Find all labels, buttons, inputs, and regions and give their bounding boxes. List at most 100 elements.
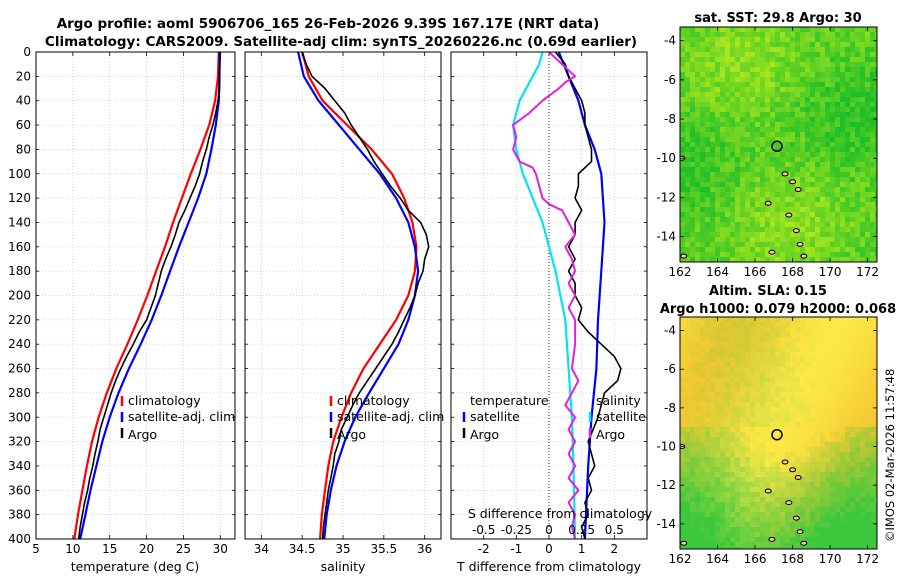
sst-cell — [730, 27, 736, 33]
sla-cell — [720, 337, 726, 343]
sst-cell — [840, 97, 846, 103]
sla-cell — [760, 492, 766, 498]
sla-cell — [825, 397, 831, 403]
sst-cell — [735, 127, 741, 133]
sst-cell — [745, 202, 751, 208]
sla-cell — [820, 322, 826, 328]
sla-cell — [725, 322, 731, 328]
sst-cell — [710, 232, 716, 238]
sla-cell — [750, 497, 756, 503]
sst-cell — [770, 167, 776, 173]
sst-cell — [710, 242, 716, 248]
sla-cell — [705, 432, 711, 438]
sla-cell — [690, 487, 696, 493]
sla-cell — [835, 512, 841, 518]
sst-cell — [875, 57, 877, 63]
sla-cell — [805, 397, 811, 403]
sst-cell — [690, 42, 696, 48]
sla-cell — [710, 362, 716, 368]
sst-cell — [750, 77, 756, 83]
sla-cell — [745, 432, 751, 438]
sst-cell — [875, 217, 877, 223]
sla-cell — [685, 347, 691, 353]
sla-cell — [710, 487, 716, 493]
sst-cell — [770, 57, 776, 63]
sst-cell — [710, 237, 716, 243]
sst-cell — [815, 47, 821, 53]
sst-cell — [750, 62, 756, 68]
sla-cell — [815, 372, 821, 378]
sst-cell — [770, 62, 776, 68]
sla-cell — [700, 337, 706, 343]
sst-cell — [830, 252, 836, 258]
sst-cell — [825, 32, 831, 38]
sla-cell — [835, 362, 841, 368]
sst-cell — [825, 82, 831, 88]
sst-cell — [680, 142, 686, 148]
sst-cell — [690, 97, 696, 103]
sla-cell — [680, 527, 686, 533]
sla-cell — [700, 387, 706, 393]
sst-cell — [865, 157, 871, 163]
sst-cell — [835, 92, 841, 98]
sla-cell — [730, 402, 736, 408]
sst-cell — [800, 187, 806, 193]
sst-cell — [800, 182, 806, 188]
sst-cell — [775, 32, 781, 38]
sst-cell — [735, 62, 741, 68]
island-outline — [796, 529, 804, 535]
sla-cell — [685, 492, 691, 498]
sla-cell — [725, 457, 731, 463]
sst-cell — [810, 82, 816, 88]
y-tick-label: 340 — [8, 459, 31, 473]
x-tick-label: 20 — [139, 542, 154, 556]
sla-cell — [680, 497, 686, 503]
sst-cell — [805, 62, 811, 68]
sla-cell — [850, 492, 856, 498]
sst-cell — [805, 217, 811, 223]
sst-cell — [680, 57, 686, 63]
sla-cell — [810, 482, 816, 488]
sst-cell — [740, 167, 746, 173]
sla-cell — [725, 437, 731, 443]
sst-cell — [830, 142, 836, 148]
sst-cell — [860, 242, 866, 248]
sla-cell — [790, 487, 796, 493]
sla-cell — [840, 442, 846, 448]
sst-cell — [765, 252, 771, 258]
sst-cell — [750, 127, 756, 133]
sst-cell — [735, 122, 741, 128]
sla-cell — [770, 512, 776, 518]
sla-cell — [875, 377, 877, 383]
sst-cell — [840, 197, 846, 203]
sst-cell — [785, 252, 791, 258]
sla-cell — [765, 457, 771, 463]
sst-coastline — [680, 155, 808, 259]
sst-cell — [695, 72, 701, 78]
sla-cell — [755, 527, 761, 533]
sla-cell — [810, 497, 816, 503]
sla-cell — [700, 532, 706, 538]
sla-cell — [800, 387, 806, 393]
sla-cell — [875, 317, 877, 323]
sst-cell — [810, 117, 816, 123]
difference-ticks: -2 -1 0 1 2 — [451, 51, 647, 556]
sst-cell — [720, 77, 726, 83]
sst-cell — [800, 62, 806, 68]
sst-cell — [860, 202, 866, 208]
sla-cell — [810, 462, 816, 468]
sst-cell — [755, 162, 761, 168]
sst-cell — [740, 172, 746, 178]
sst-cell — [685, 62, 691, 68]
sst-cell — [810, 252, 816, 258]
sla-cell — [735, 457, 741, 463]
sla-cell — [870, 362, 876, 368]
sla-cell — [815, 547, 821, 549]
y-tick-label: 280 — [8, 386, 31, 400]
sst-cell — [755, 212, 761, 218]
sla-cell — [765, 367, 771, 373]
sst-cell — [735, 172, 741, 178]
sla-cell — [750, 367, 756, 373]
sla-cell — [695, 367, 701, 373]
sst-cell — [770, 27, 776, 33]
